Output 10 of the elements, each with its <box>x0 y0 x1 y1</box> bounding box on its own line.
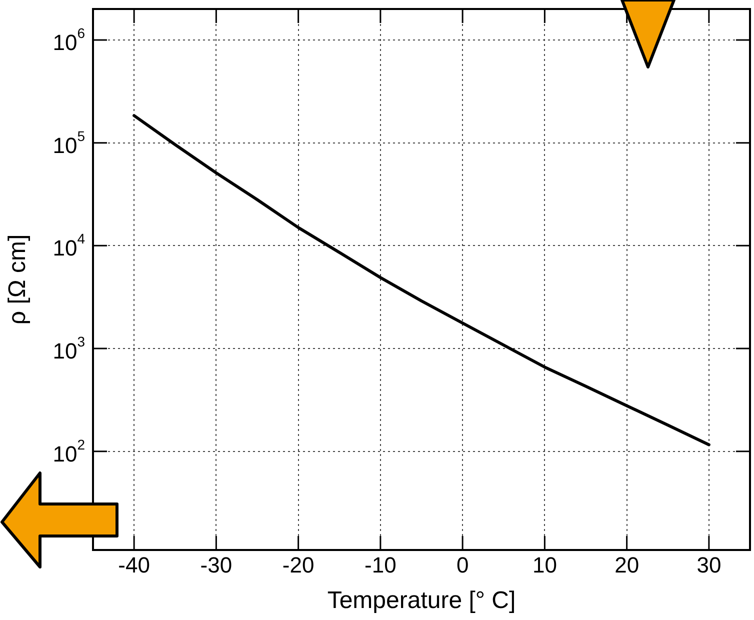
x-tick-label: 20 <box>614 552 640 578</box>
x-tick-label: 10 <box>532 552 557 578</box>
x-tick-label: -40 <box>118 552 150 578</box>
x-tick-label: 0 <box>456 552 469 578</box>
y-axis-title: ρ [Ω cm] <box>4 234 32 325</box>
x-axis-title: Temperature [° C] <box>327 587 516 614</box>
x-tick-label: -30 <box>200 552 232 578</box>
x-tick-label: 30 <box>696 552 722 578</box>
x-tick-label: -10 <box>364 552 396 578</box>
x-tick-label: -20 <box>282 552 314 578</box>
